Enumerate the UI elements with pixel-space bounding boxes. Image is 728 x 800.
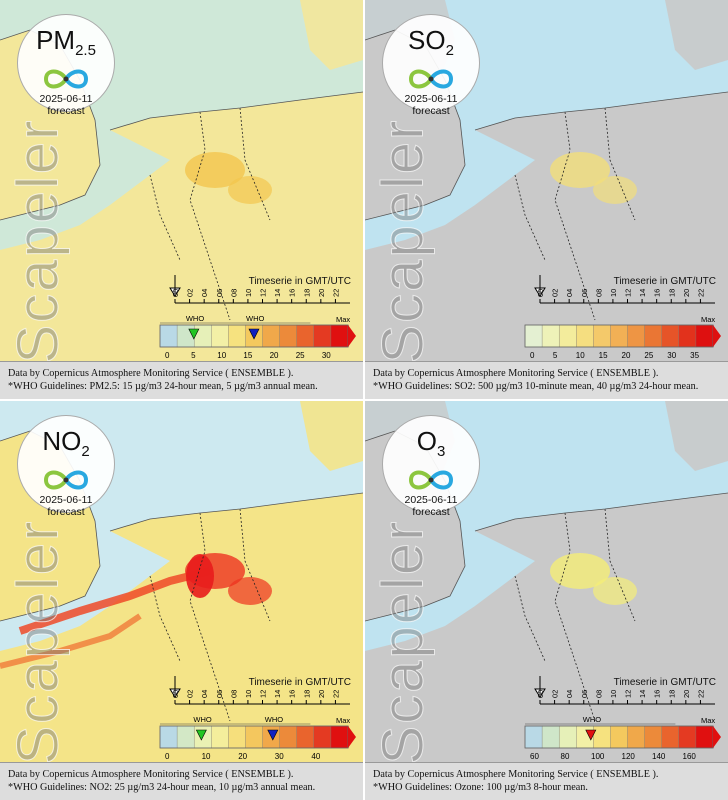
pollutant-name: SO — [408, 25, 446, 55]
scandinavia-landmass — [665, 401, 728, 471]
attribution-footer: Data by Copernicus Atmosphere Monitoring… — [0, 361, 363, 399]
who-guideline-text: *WHO Guidelines: NO2: 25 µg/m3 24-hour m… — [8, 782, 316, 793]
timeserie-label: Timeserie in GMT/UTC — [248, 276, 351, 287]
continent-landmass — [0, 92, 363, 399]
scapeler-logo-icon — [408, 470, 454, 490]
pollutant-name: O — [416, 426, 437, 456]
pollutant-subscript: 3 — [436, 443, 446, 461]
pollutant-subscript: 2 — [445, 42, 454, 60]
continent-landmass — [0, 493, 363, 800]
forecast-label: forecast — [412, 105, 450, 118]
emission-plume — [18, 567, 211, 635]
concentration-hotspot — [228, 577, 272, 605]
pollutant-badge: PM2.5 2025-06-11 forecast — [17, 14, 115, 117]
pollutant-badge: NO2 2025-06-11 forecast — [17, 415, 115, 518]
attribution-footer: Data by Copernicus Atmosphere Monitoring… — [0, 762, 363, 800]
pollutant-badge: O3 2025-06-11 forecast — [382, 415, 480, 518]
concentration-hotspot — [550, 152, 610, 188]
pollutant-subscript: 2.5 — [75, 42, 96, 60]
forecast-date: 2025-06-11 — [404, 494, 458, 507]
pollutant-title: PM2.5 — [18, 27, 114, 64]
forecast-date: 2025-06-11 — [39, 494, 93, 507]
timeserie-label: Timeserie in GMT/UTC — [248, 677, 351, 688]
forecast-label: forecast — [47, 105, 85, 118]
continent-landmass — [365, 493, 728, 800]
attribution-text: Data by Copernicus Atmosphere Monitoring… — [373, 368, 659, 379]
emission-plume — [0, 613, 142, 669]
scandinavia-landmass — [300, 401, 363, 471]
forecast-date: 2025-06-11 — [404, 93, 458, 106]
who-guideline-text: *WHO Guidelines: Ozone: 100 µg/m3 8-hour… — [373, 782, 588, 793]
map-panel-no2: Scapeler NO2 2025-06-11 forecast Timeseri… — [0, 401, 363, 800]
country-borders — [514, 508, 636, 722]
pollutant-name: PM — [36, 25, 76, 55]
map-panel-o3: Scapeler O3 2025-06-11 forecast Timeserie… — [365, 401, 728, 800]
scapeler-watermark: Scapeler — [5, 519, 71, 765]
scapeler-watermark: Scapeler — [370, 118, 436, 364]
scapeler-logo-icon — [43, 470, 89, 490]
timeserie-label: Timeserie in GMT/UTC — [613, 677, 716, 688]
pollutant-title: O3 — [383, 428, 479, 465]
who-guideline-text: *WHO Guidelines: SO2: 500 µg/m3 10-minut… — [373, 381, 699, 392]
scandinavia-landmass — [665, 0, 728, 70]
scapeler-logo-icon — [408, 69, 454, 89]
scandinavia-landmass — [300, 0, 363, 70]
country-borders — [149, 107, 271, 321]
scapeler-watermark: Scapeler — [5, 118, 71, 364]
concentration-hotspot — [550, 553, 610, 589]
concentration-hotspot — [228, 176, 272, 204]
map-panel-pm25: Scapeler PM2.5 2025-06-11 forecast Timese… — [0, 0, 363, 399]
forecast-label: forecast — [412, 506, 450, 519]
country-borders — [514, 107, 636, 321]
attribution-text: Data by Copernicus Atmosphere Monitoring… — [8, 368, 294, 379]
scapeler-logo-icon — [43, 69, 89, 89]
map-panel-so2: Scapeler SO2 2025-06-11 forecast Timeseri… — [365, 0, 728, 399]
attribution-footer: Data by Copernicus Atmosphere Monitoring… — [365, 762, 728, 800]
attribution-footer: Data by Copernicus Atmosphere Monitoring… — [365, 361, 728, 399]
attribution-text: Data by Copernicus Atmosphere Monitoring… — [373, 769, 659, 780]
concentration-hotspot — [593, 577, 637, 605]
forecast-label: forecast — [47, 506, 85, 519]
pollutant-title: NO2 — [18, 428, 114, 465]
forecast-date: 2025-06-11 — [39, 93, 93, 106]
who-guideline-text: *WHO Guidelines: PM2.5: 15 µg/m3 24-hour… — [8, 381, 318, 392]
pollutant-subscript: 2 — [81, 443, 90, 461]
country-borders — [149, 508, 271, 722]
timeserie-label: Timeserie in GMT/UTC — [613, 276, 716, 287]
pollutant-badge: SO2 2025-06-11 forecast — [382, 14, 480, 117]
scapeler-watermark: Scapeler — [370, 519, 436, 765]
pollutant-title: SO2 — [383, 27, 479, 64]
emission-hotspot — [186, 554, 214, 598]
concentration-hotspot — [185, 152, 245, 188]
concentration-hotspot — [593, 176, 637, 204]
continent-landmass — [365, 92, 728, 399]
attribution-text: Data by Copernicus Atmosphere Monitoring… — [8, 769, 294, 780]
pollutant-name: NO — [42, 426, 82, 456]
